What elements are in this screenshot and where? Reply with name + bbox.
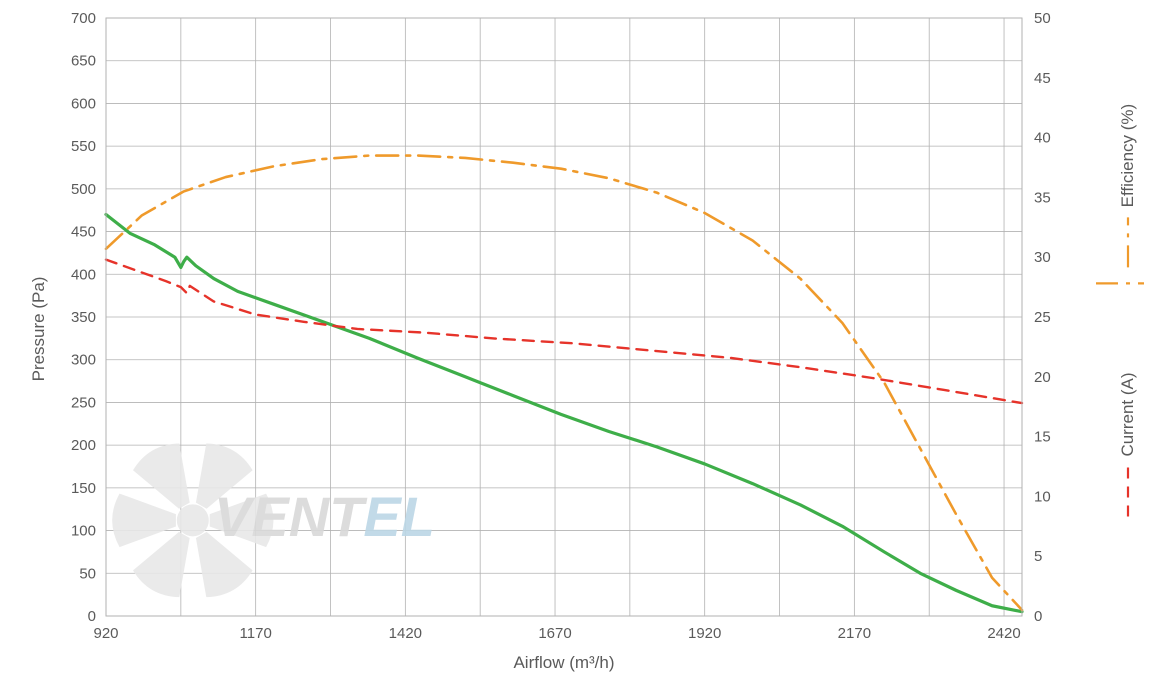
y-right-tick-label: 20 — [1034, 369, 1051, 386]
watermark-text: VENTEL — [214, 485, 435, 548]
y-left-tick-label: 350 — [71, 309, 96, 326]
y-left-tick-label: 0 — [88, 608, 96, 625]
x-tick-label: 1420 — [389, 625, 422, 642]
y-right-tick-label: 10 — [1034, 488, 1051, 505]
y-right-tick-label: 50 — [1034, 10, 1051, 27]
fan-performance-chart: 0501001502002503003504004505005506006507… — [0, 0, 1153, 688]
x-tick-label: 920 — [93, 625, 118, 642]
y-left-tick-label: 550 — [71, 138, 96, 155]
x-tick-label: 1670 — [538, 625, 571, 642]
y-left-axis-label: Pressure (Pa) — [29, 277, 48, 382]
x-tick-label: 1920 — [688, 625, 721, 642]
right-label-current: Current (A) — [1118, 372, 1137, 516]
x-tick-label: 2170 — [838, 625, 871, 642]
right-label-current-text: Current (A) — [1118, 372, 1137, 456]
y-right-tick-label: 35 — [1034, 189, 1051, 206]
y-left-tick-label: 700 — [71, 10, 96, 27]
x-axis-label: Airflow (m³/h) — [513, 653, 614, 672]
y-left-tick-label: 100 — [71, 523, 96, 540]
y-right-tick-label: 40 — [1034, 130, 1051, 147]
y-right-tick-label: 0 — [1034, 608, 1042, 625]
right-label-efficiency-text: Efficiency (%) — [1118, 104, 1137, 208]
y-right-tick-label: 25 — [1034, 309, 1051, 326]
y-left-tick-label: 300 — [71, 352, 96, 369]
y-right-tick-label: 30 — [1034, 249, 1051, 266]
chart-svg: 0501001502002503003504004505005506006507… — [0, 0, 1153, 688]
y-left-tick-label: 600 — [71, 95, 96, 112]
y-left-tick-label: 650 — [71, 53, 96, 70]
y-left-tick-label: 500 — [71, 181, 96, 198]
y-left-tick-label: 250 — [71, 394, 96, 411]
y-right-tick-label: 15 — [1034, 429, 1051, 446]
y-right-tick-label: 45 — [1034, 70, 1051, 87]
right-label-efficiency: Efficiency (%) — [1118, 104, 1137, 268]
y-left-tick-label: 400 — [71, 266, 96, 283]
x-tick-label: 2420 — [987, 625, 1020, 642]
y-left-tick-label: 150 — [71, 480, 96, 497]
x-tick-label: 1170 — [240, 625, 272, 642]
y-left-tick-label: 200 — [71, 437, 96, 454]
y-left-tick-label: 450 — [71, 224, 96, 241]
y-left-tick-label: 50 — [79, 565, 96, 582]
y-right-tick-label: 5 — [1034, 548, 1042, 565]
